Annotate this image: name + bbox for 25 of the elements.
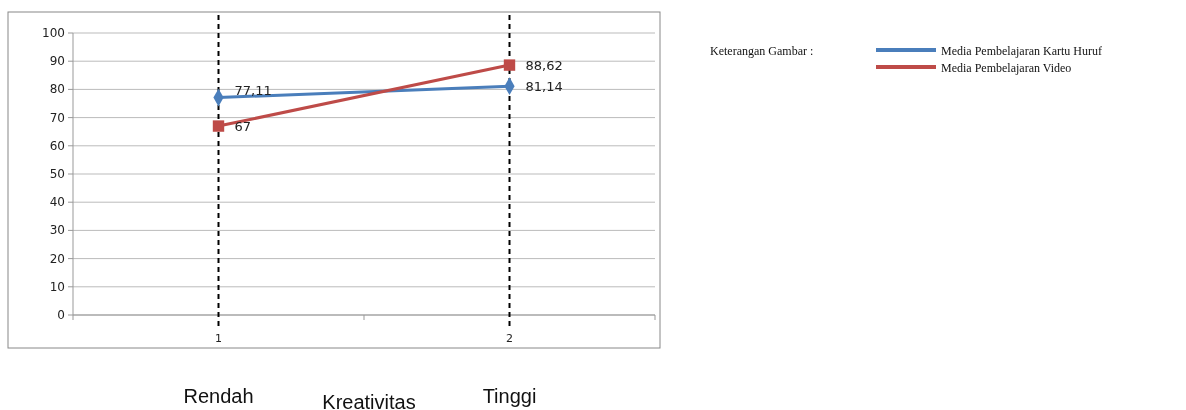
x-tick-label: 2	[506, 332, 513, 345]
y-tick-label: 30	[49, 223, 65, 238]
x-axis-title: Kreativitas	[322, 391, 416, 410]
y-tick-label: 20	[49, 251, 65, 266]
data-label: 88,62	[525, 58, 563, 74]
y-tick-label: 100	[42, 26, 65, 40]
y-tick-label: 80	[49, 82, 65, 97]
ref-line-label: Tinggi	[482, 385, 537, 407]
data-label: 81,14	[525, 79, 563, 95]
y-tick-label: 50	[49, 167, 65, 181]
data-label: 67	[234, 119, 252, 135]
legend-label: Media Pembelajaran Kartu Huruf	[941, 44, 1102, 58]
point	[503, 59, 516, 71]
y-tick-label: 70	[49, 110, 65, 125]
y-tick-label: 0	[57, 308, 65, 322]
x-tick-label: 1	[215, 332, 222, 345]
point	[212, 120, 225, 132]
y-tick-label: 10	[49, 279, 65, 294]
y-tick-label: 60	[49, 138, 65, 153]
ref-line-label: Rendah	[183, 385, 254, 407]
y-tick-label: 40	[49, 195, 65, 210]
data-label: 77,11	[234, 82, 272, 98]
legend-label: Media Pembelajaran Video	[941, 61, 1072, 75]
y-tick-label: 90	[49, 54, 65, 69]
legend-title: Keterangan Gambar :	[710, 44, 814, 58]
